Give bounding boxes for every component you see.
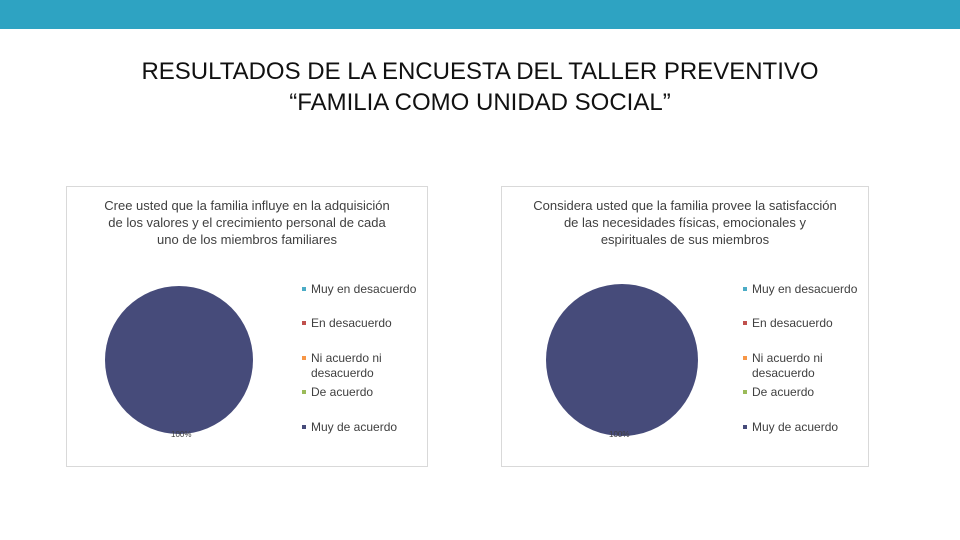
legend-item: Muy de acuerdo xyxy=(302,420,432,435)
legend-item: De acuerdo xyxy=(743,385,873,400)
legend-label: Muy de acuerdo xyxy=(752,420,839,434)
legend-label: Ni acuerdo ni desacuerdo xyxy=(752,351,823,380)
legend-label: Ni acuerdo ni desacuerdo xyxy=(311,351,382,380)
page-title: RESULTADOS DE LA ENCUESTA DEL TALLER PRE… xyxy=(141,58,819,116)
legend-item: Muy en desacuerdo xyxy=(743,282,873,297)
legend-item: Muy en desacuerdo xyxy=(302,282,432,297)
legend-label: De acuerdo xyxy=(311,385,374,399)
pie-data-label: 100% xyxy=(609,430,629,439)
legend-swatch xyxy=(743,287,747,291)
legend-swatch xyxy=(743,390,747,394)
legend-label: Muy en desacuerdo xyxy=(752,282,858,296)
legend-item: Ni acuerdo ni desacuerdo xyxy=(302,351,432,381)
legend-label: De acuerdo xyxy=(752,385,815,399)
legend-item: Muy de acuerdo xyxy=(743,420,873,435)
legend-item: Ni acuerdo ni desacuerdo xyxy=(743,351,873,381)
pie-data-label: 100% xyxy=(171,430,191,439)
pie-chart-necesidades: 100% Considera usted que la familia prov… xyxy=(501,186,869,467)
pie-chart-svg: 100% xyxy=(105,286,253,439)
legend-swatch xyxy=(302,356,306,360)
pie-chart-valores: 100% Cree usted que la familia influye e… xyxy=(66,186,428,467)
legend-label: Muy en desacuerdo xyxy=(311,282,417,296)
legend-swatch xyxy=(302,321,306,325)
legend-label: En desacuerdo xyxy=(752,316,833,330)
legend-swatch xyxy=(743,356,747,360)
top-accent-bar xyxy=(0,0,960,29)
legend-item: De acuerdo xyxy=(302,385,432,400)
pie-slice-4 xyxy=(105,286,253,434)
legend-label: En desacuerdo xyxy=(311,316,392,330)
legend-item: En desacuerdo xyxy=(743,316,873,331)
legend-swatch xyxy=(743,321,747,325)
chart-title: Cree usted que la familia influye en la … xyxy=(104,198,390,247)
legend-swatch xyxy=(302,390,306,394)
pie-chart-svg: 100% xyxy=(546,284,698,439)
legend-label: Muy de acuerdo xyxy=(311,420,398,434)
pie-slice-4 xyxy=(546,284,698,436)
legend-item: En desacuerdo xyxy=(302,316,432,331)
legend-swatch xyxy=(302,425,306,429)
chart-title: Considera usted que la familia provee la… xyxy=(533,198,837,247)
legend-swatch xyxy=(302,287,306,291)
legend-swatch xyxy=(743,425,747,429)
